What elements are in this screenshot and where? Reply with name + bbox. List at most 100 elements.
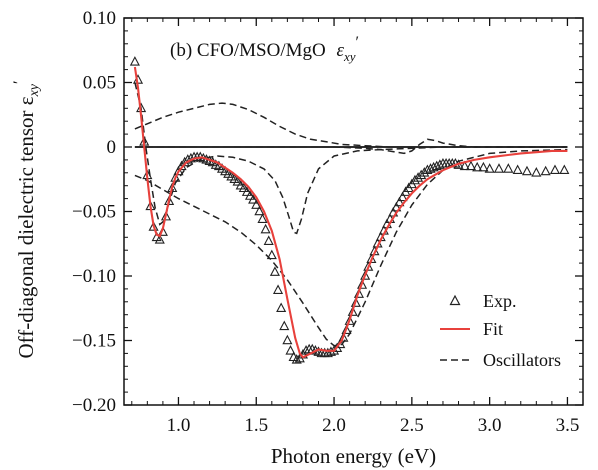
- exp-point: [360, 270, 371, 280]
- plot-frame: [123, 17, 584, 406]
- exp-point: [266, 249, 277, 260]
- exp-point: [459, 160, 470, 171]
- exp-point: [416, 169, 427, 180]
- exp-point: [503, 163, 514, 173]
- exp-point: [232, 176, 243, 186]
- oscillator-curve-1: [134, 102, 568, 148]
- exp-point: [285, 345, 296, 355]
- exp-point: [347, 306, 358, 316]
- exp-point: [540, 165, 551, 176]
- exp-point: [291, 354, 302, 364]
- exp-point: [431, 160, 442, 171]
- exp-point: [413, 172, 424, 182]
- y-tick-label: 0: [107, 137, 117, 158]
- exp-point: [350, 297, 361, 307]
- x-tick-label: 2.0: [322, 415, 346, 436]
- y-axis-title-sub: xy: [27, 83, 42, 97]
- legend-exp-marker: [449, 294, 461, 306]
- exp-point: [257, 213, 268, 224]
- exp-point: [251, 199, 262, 209]
- exp-point: [559, 164, 570, 174]
- exp-point: [341, 324, 352, 334]
- exp-point: [160, 210, 172, 221]
- exp-point: [254, 205, 265, 216]
- exp-point: [282, 334, 293, 345]
- legend-fit-label: Fit: [483, 319, 503, 339]
- ticks-layer: 1.0 1.5 2.0 2.5 3.0 3.5 0.10 0.05 0 −0.05 −0.10 −0.…: [72, 8, 583, 436]
- legend-item-fit: Fit: [440, 319, 503, 339]
- exp-point: [394, 196, 405, 207]
- exp-point: [549, 164, 561, 174]
- exp-point: [472, 161, 483, 172]
- exp-point: [338, 332, 349, 342]
- x-tick-label: 3.5: [556, 415, 580, 436]
- x-axis-title: Photon energy (eV): [271, 444, 436, 468]
- exp-point: [434, 159, 445, 169]
- exp-point: [167, 182, 178, 193]
- exp-point: [185, 152, 196, 163]
- exp-point: [276, 302, 287, 313]
- legend-item-oscillators: Oscillators: [440, 350, 561, 370]
- legend: Exp. Fit Oscillators: [440, 291, 561, 370]
- exp-point: [300, 345, 312, 355]
- oscillator-curve-4: [134, 138, 568, 155]
- exp-point: [478, 161, 489, 172]
- panel-symbol-sub: xy: [343, 49, 356, 64]
- y-axis-title-sup: ′: [11, 80, 28, 84]
- exp-point: [173, 165, 184, 176]
- exp-point: [484, 163, 495, 173]
- exp-point: [409, 174, 421, 185]
- exp-point: [425, 163, 436, 173]
- x-tick-label: 1.5: [244, 415, 268, 436]
- exp-point: [244, 190, 256, 200]
- oscillator-curve-3: [134, 148, 568, 347]
- exp-point: [170, 172, 181, 182]
- exp-point: [154, 234, 165, 244]
- panel-symbol: ε: [336, 40, 344, 61]
- legend-item-exp: Exp.: [449, 291, 517, 311]
- exp-point: [397, 191, 408, 202]
- panel-symbol-sup: ′: [356, 34, 360, 51]
- x-tick-label: 1.0: [167, 415, 191, 436]
- exp-point: [531, 167, 542, 177]
- x-tick-label: 3.0: [478, 415, 502, 436]
- exp-point: [344, 315, 355, 325]
- exp-point: [391, 201, 402, 212]
- y-tick-label: −0.15: [72, 331, 116, 352]
- x-tick-label: 2.5: [400, 415, 424, 436]
- exp-point: [428, 161, 439, 172]
- exp-point: [238, 182, 249, 193]
- y-tick-label: −0.10: [72, 266, 116, 287]
- y-tick-label: 0.05: [83, 73, 116, 94]
- exp-point: [241, 186, 252, 196]
- y-axis-title: Off-diagonal dielectric tensor εxy′: [11, 80, 42, 358]
- exp-point: [129, 56, 140, 66]
- exp-point: [465, 160, 477, 171]
- fit-curve: [133, 66, 568, 359]
- exp-point: [422, 164, 433, 174]
- legend-oscillators-label: Oscillators: [483, 350, 561, 370]
- exp-point: [357, 279, 368, 289]
- exp-point: [363, 261, 374, 271]
- exp-point: [493, 163, 505, 173]
- exp-point: [248, 194, 259, 204]
- legend-exp-label: Exp.: [483, 291, 517, 311]
- exp-point: [269, 266, 280, 276]
- exp-point: [260, 223, 271, 234]
- exp-point: [263, 235, 274, 245]
- exp-point: [148, 221, 159, 231]
- exp-point: [272, 284, 284, 294]
- series-layer: [129, 56, 570, 364]
- exp-point: [353, 288, 364, 298]
- exp-point: [521, 165, 533, 176]
- exp-point: [182, 154, 193, 164]
- y-tick-label: 0.10: [83, 8, 116, 29]
- panel-title-text: (b) CFO/MSO/MgO: [170, 40, 326, 61]
- exp-point: [322, 347, 333, 358]
- y-tick-label: −0.20: [72, 395, 116, 416]
- panel-title: (b) CFO/MSO/MgO εxy′: [170, 34, 359, 64]
- y-axis-title-text: Off-diagonal dielectric tensor ε: [14, 96, 38, 358]
- exp-point: [279, 320, 290, 331]
- exp-point: [512, 164, 523, 174]
